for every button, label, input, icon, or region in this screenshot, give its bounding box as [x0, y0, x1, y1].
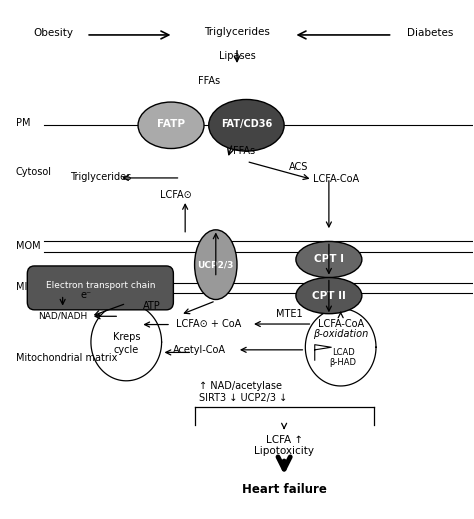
Text: Obesity: Obesity [33, 29, 73, 38]
Text: MTE1: MTE1 [275, 309, 302, 319]
Text: Cytosol: Cytosol [16, 167, 52, 177]
Text: e⁻: e⁻ [81, 290, 92, 299]
Text: FATP: FATP [157, 119, 185, 129]
Text: FAT/CD36: FAT/CD36 [221, 119, 272, 129]
Text: Triglycerides: Triglycerides [70, 172, 131, 182]
Text: MIM: MIM [16, 282, 36, 292]
Text: Triglycerides: Triglycerides [204, 28, 270, 37]
Ellipse shape [195, 230, 237, 299]
Text: Diabetes: Diabetes [407, 29, 454, 38]
Text: CPT I: CPT I [314, 254, 344, 265]
Text: FFAs: FFAs [198, 76, 220, 86]
Text: LCFA ↑: LCFA ↑ [265, 435, 303, 445]
Text: β-oxidation: β-oxidation [313, 330, 368, 339]
FancyBboxPatch shape [27, 266, 173, 310]
Text: Lipotoxicity: Lipotoxicity [254, 445, 314, 456]
Text: LCAD: LCAD [332, 348, 355, 357]
Text: Acetyl-CoA: Acetyl-CoA [173, 345, 226, 355]
Ellipse shape [296, 278, 362, 313]
Text: CPT II: CPT II [312, 291, 346, 301]
Text: Lipases: Lipases [219, 50, 255, 61]
Text: PM: PM [16, 118, 30, 128]
Text: β-HAD: β-HAD [329, 358, 356, 367]
Text: ATP: ATP [143, 301, 161, 311]
Text: LCFA-CoA: LCFA-CoA [318, 319, 364, 329]
Text: Electron transport chain: Electron transport chain [46, 281, 155, 290]
Text: NAD/NADH: NAD/NADH [38, 312, 87, 321]
Ellipse shape [296, 241, 362, 278]
Text: Kreps: Kreps [112, 332, 140, 342]
Text: ↑ NAD/acetylase: ↑ NAD/acetylase [199, 381, 283, 391]
Text: Mitochondrial matrix: Mitochondrial matrix [16, 352, 117, 363]
Text: cycle: cycle [114, 345, 139, 355]
Text: UCP2/3: UCP2/3 [198, 260, 234, 269]
Text: Heart failure: Heart failure [242, 483, 327, 496]
Ellipse shape [138, 102, 204, 148]
Ellipse shape [209, 100, 284, 151]
Text: LCFA-CoA: LCFA-CoA [313, 174, 359, 184]
Text: LCFA⊙ + CoA: LCFA⊙ + CoA [176, 319, 241, 329]
Text: MOM: MOM [16, 241, 40, 251]
Text: SIRT3 ↓ UCP2/3 ↓: SIRT3 ↓ UCP2/3 ↓ [199, 393, 288, 403]
Text: ACS: ACS [289, 161, 308, 172]
Text: LCFA⊙: LCFA⊙ [160, 190, 191, 200]
Text: FFAs: FFAs [233, 146, 255, 156]
